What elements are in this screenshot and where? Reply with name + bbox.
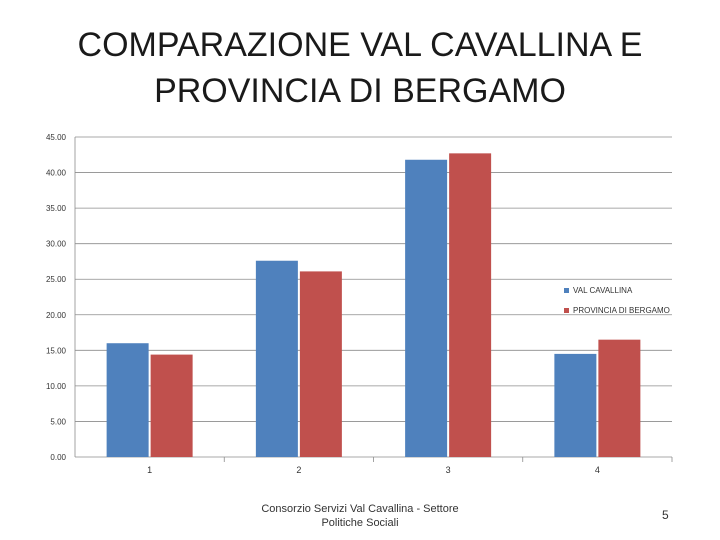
y-tick-label: 35.00 — [46, 204, 67, 213]
bars — [106, 153, 641, 457]
y-tick-label: 15.00 — [46, 346, 67, 355]
y-tick-label: 5.00 — [50, 417, 66, 426]
legend-label: PROVINCIA DI BERGAMO — [573, 306, 670, 315]
y-tick-label: 10.00 — [46, 382, 67, 391]
x-tick-label: 2 — [296, 465, 301, 475]
y-tick-label: 25.00 — [46, 275, 67, 284]
bar-provincia-bergamo-2 — [299, 271, 342, 457]
page-number: 5 — [662, 508, 669, 522]
x-tick-label: 4 — [595, 465, 600, 475]
x-tick-label: 3 — [446, 465, 451, 475]
bar-val-cavallina-3 — [405, 159, 448, 457]
legend-swatch — [564, 308, 569, 313]
footer-text: Consorzio Servizi Val Cavallina - Settor… — [261, 503, 459, 529]
y-tick-label: 40.00 — [46, 169, 67, 178]
bar-provincia-bergamo-1 — [150, 354, 193, 457]
bar-provincia-bergamo-3 — [449, 153, 492, 457]
x-axis-tick-labels: 1 2 3 4 — [147, 465, 600, 475]
bar-val-cavallina-1 — [106, 343, 149, 457]
legend-label: VAL CAVALLINA — [573, 286, 633, 295]
y-axis-tick-labels: 0.00 5.00 10.00 15.00 20.00 25.00 30.00 35.00 40… — [46, 133, 67, 462]
bar-chart: 0.00 5.00 10.00 15.00 20.00 25.00 30.00 35.00 40… — [46, 133, 673, 475]
bar-val-cavallina-2 — [255, 260, 298, 457]
y-tick-label: 20.00 — [46, 311, 67, 320]
bar-val-cavallina-4 — [554, 353, 597, 457]
legend-swatch — [564, 288, 569, 293]
bar-provincia-bergamo-4 — [598, 339, 641, 457]
slide-title: COMPARAZIONE VAL CAVALLINA E PROVINCIA D… — [77, 26, 643, 110]
y-tick-label: 45.00 — [46, 133, 67, 142]
x-tick-label: 1 — [147, 465, 152, 475]
legend: VAL CAVALLINA PROVINCIA DI BERGAMO — [564, 286, 670, 315]
y-tick-label: 30.00 — [46, 240, 67, 249]
y-tick-label: 0.00 — [50, 453, 66, 462]
